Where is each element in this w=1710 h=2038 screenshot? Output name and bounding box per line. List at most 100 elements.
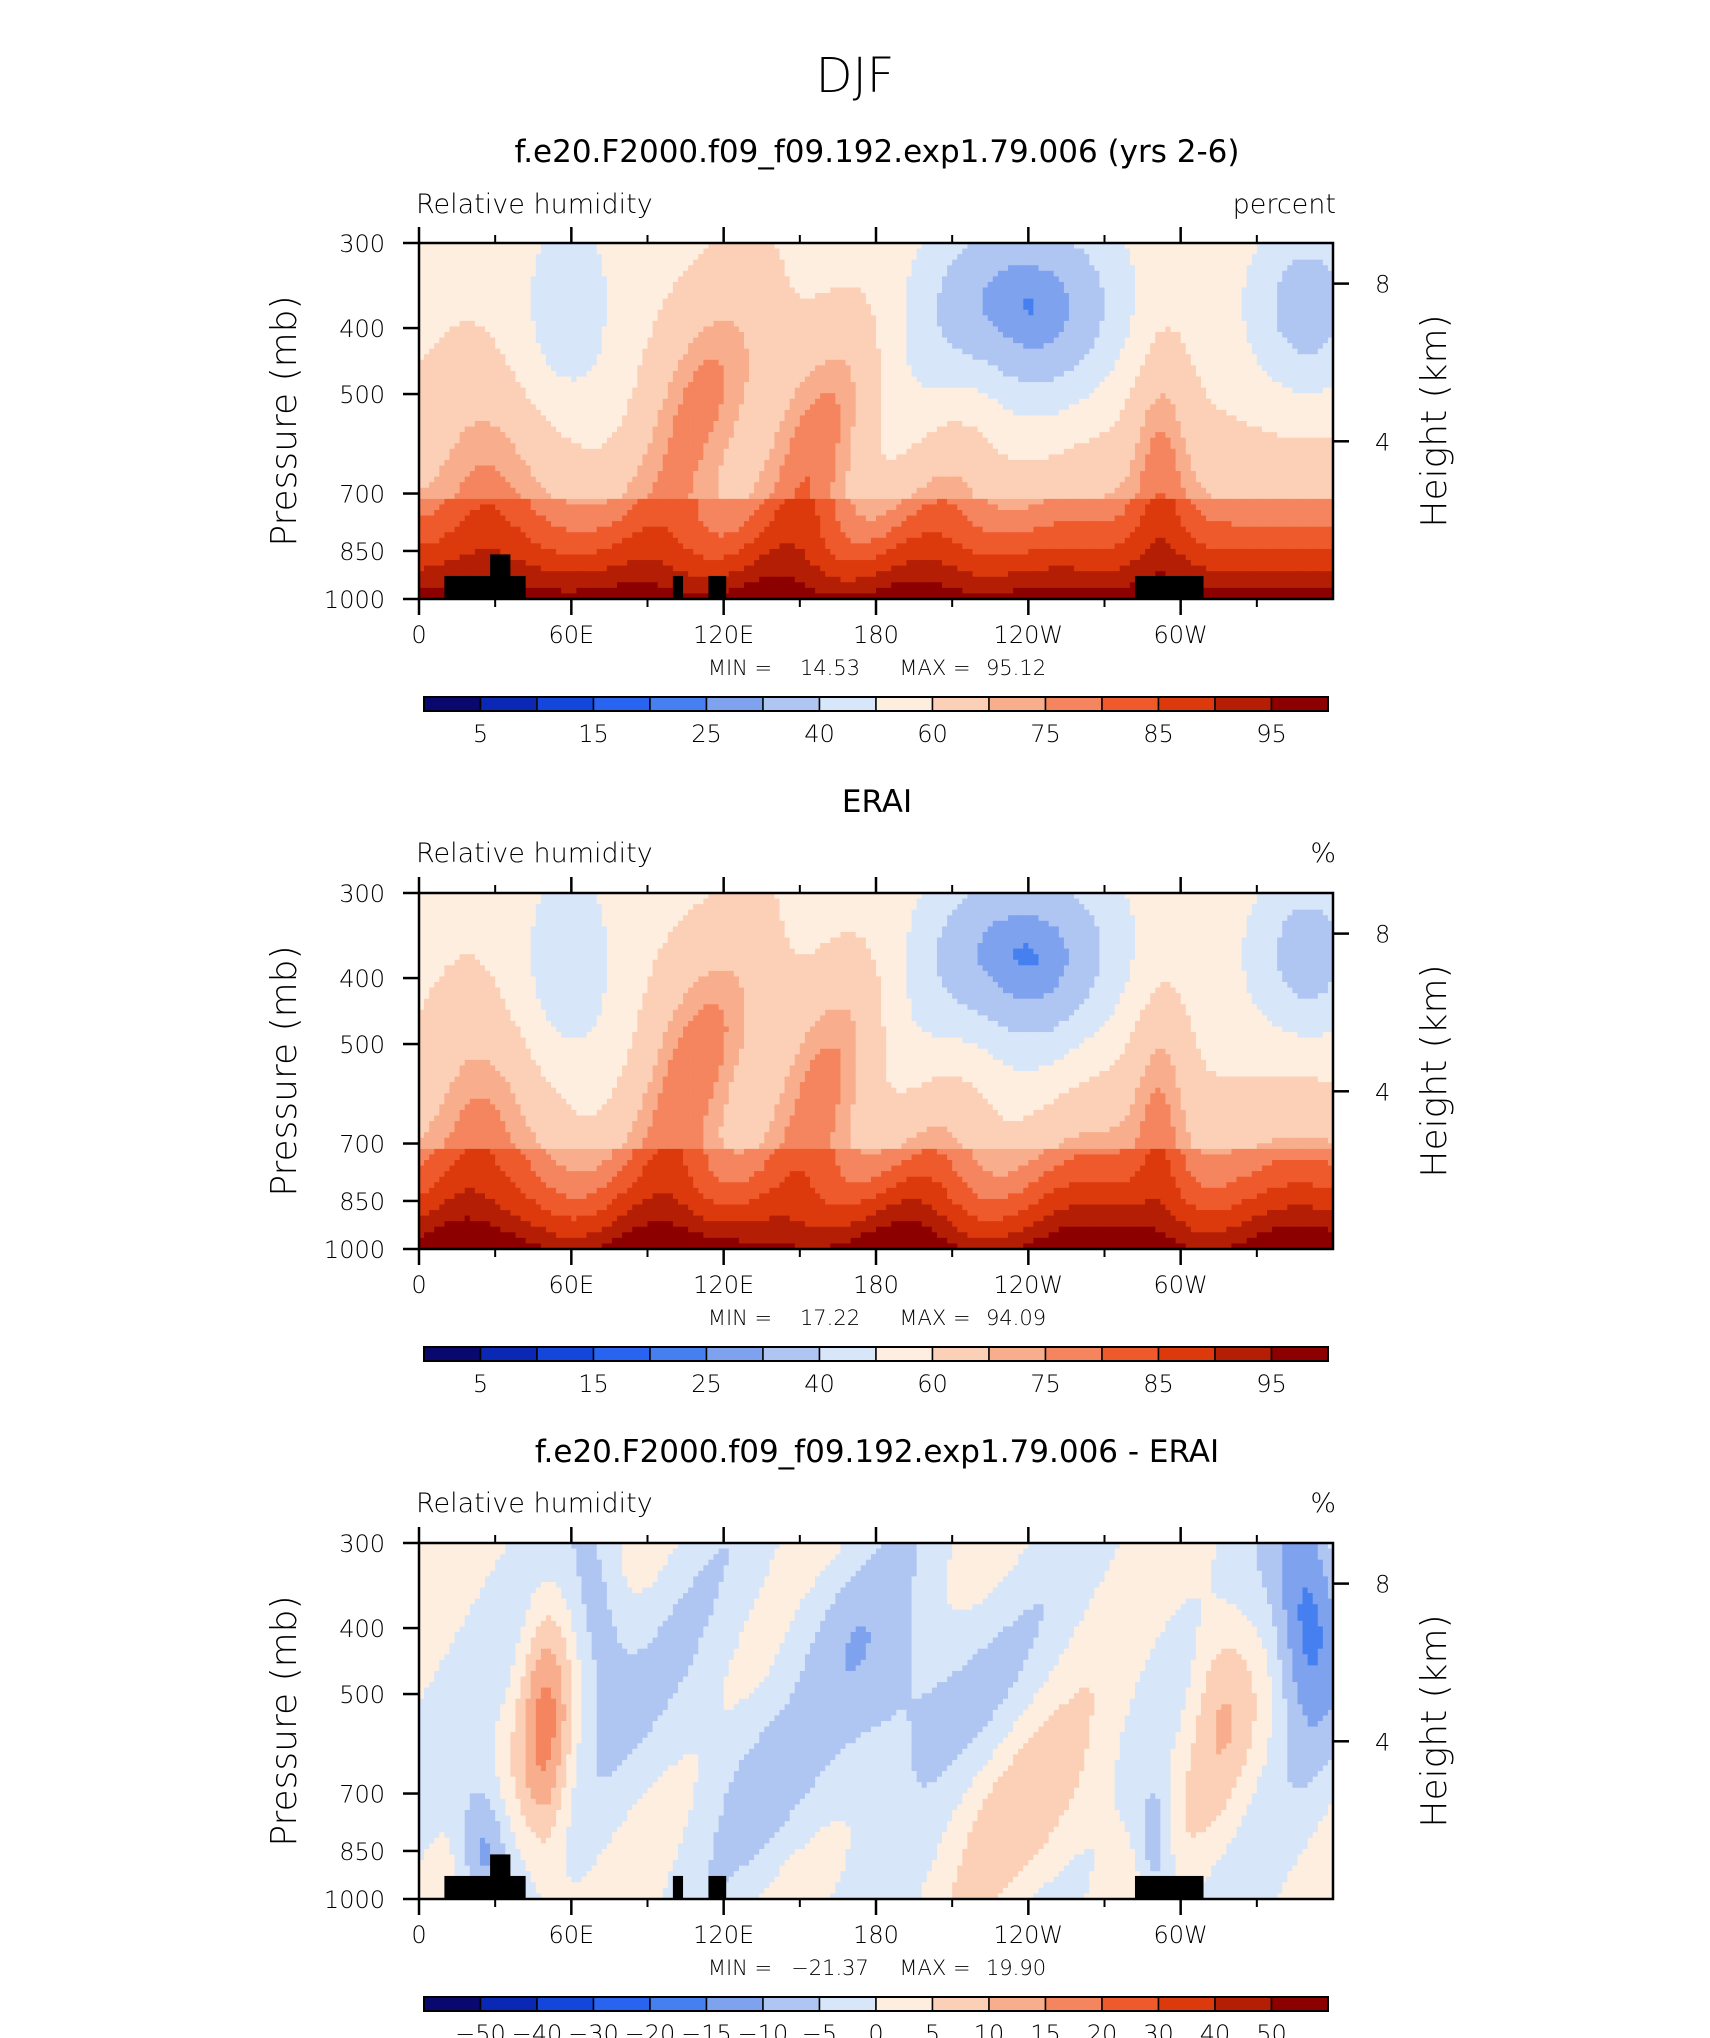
x-tick-label: 60E <box>548 1921 594 1949</box>
topography-block <box>672 575 684 599</box>
colorbar-box <box>1270 696 1329 712</box>
x-tick-label: 120W <box>994 621 1064 649</box>
topography-block <box>708 1875 727 1899</box>
colorbar-label: 25 <box>691 1370 722 1398</box>
colorbar-label: 15 <box>1030 2020 1061 2038</box>
colorbar-box <box>649 1346 708 1362</box>
colorbar-label: −15 <box>681 2020 732 2038</box>
colorbar-box <box>1157 1346 1216 1362</box>
colorbar-box <box>536 1996 595 2012</box>
colorbar-box <box>1044 696 1103 712</box>
y-tick-label: 700 <box>339 481 385 509</box>
colorbar-box <box>1157 1996 1216 2012</box>
colorbar-label: 95 <box>1256 1370 1287 1398</box>
colorbar-label: 30 <box>1143 2020 1174 2038</box>
x-tick-label: 60W <box>1154 1271 1208 1299</box>
topography-block <box>490 554 511 599</box>
right-label: percent <box>1233 189 1336 220</box>
panel-title: f.e20.F2000.f09_f09.192.exp1.79.006 (yrs… <box>515 134 1240 170</box>
min-value: 14.53 <box>800 656 860 680</box>
colorbar-label: 60 <box>917 1370 948 1398</box>
y-tick-label: 850 <box>339 538 385 566</box>
colorbar-box <box>875 696 934 712</box>
colorbar-label: 0 <box>868 2020 883 2038</box>
y-tick-label: 400 <box>339 965 385 993</box>
colorbar-box <box>423 1346 482 1362</box>
max-value: 95.12 <box>986 656 1046 680</box>
y-tick-label: 700 <box>339 1781 385 1809</box>
colorbar-box <box>988 696 1047 712</box>
x-tick-label: 60E <box>548 1271 594 1299</box>
x-tick-label: 180 <box>853 621 899 649</box>
height-tick-label: 4 <box>1375 428 1390 456</box>
topography-block <box>708 575 727 599</box>
x-tick-label: 0 <box>411 1921 426 1949</box>
colorbar-label: 50 <box>1256 2020 1287 2038</box>
colorbar-label: 95 <box>1256 720 1287 748</box>
colorbar-box <box>592 1346 651 1362</box>
colorbar-box <box>1044 1996 1103 2012</box>
colorbar-box <box>479 1346 538 1362</box>
colorbar-label: −5 <box>802 2020 837 2038</box>
height-tick-label: 8 <box>1375 271 1390 299</box>
colorbar-label: −40 <box>512 2020 563 2038</box>
colorbar-box <box>479 696 538 712</box>
y-tick-label: 300 <box>339 230 385 258</box>
max-label: MAX = <box>899 1956 970 1980</box>
contour-field <box>419 893 1334 1250</box>
left-label: Relative humidity <box>416 189 653 220</box>
y-tick-label: 300 <box>339 1530 385 1558</box>
colorbar-box <box>875 1996 934 2012</box>
colorbar-label: 85 <box>1143 720 1174 748</box>
topography-block <box>490 1854 511 1899</box>
y-tick-label: 500 <box>339 1681 385 1709</box>
right-label: % <box>1310 1488 1336 1519</box>
left-label: Relative humidity <box>416 1488 653 1519</box>
y-tick-label: 400 <box>339 315 385 343</box>
colorbar-box <box>705 1996 764 2012</box>
max-value: 94.09 <box>986 1306 1046 1330</box>
colorbar-box <box>931 1996 990 2012</box>
colorbar-box <box>1101 1346 1160 1362</box>
colorbar-label: 5 <box>473 1370 488 1398</box>
colorbar-box <box>818 1996 877 2012</box>
colorbar-label: 25 <box>691 720 722 748</box>
colorbar-box <box>1101 696 1160 712</box>
colorbar-box <box>1101 1996 1160 2012</box>
x-tick-label: 120E <box>693 621 754 649</box>
colorbar-box <box>649 1996 708 2012</box>
topography-block <box>672 1875 684 1899</box>
colorbar-box <box>1214 1996 1273 2012</box>
y-tick-label: 850 <box>339 1838 385 1866</box>
colorbar-box <box>988 1996 1047 2012</box>
colorbar-box <box>705 696 764 712</box>
colorbar-box <box>649 696 708 712</box>
x-tick-label: 120E <box>693 1271 754 1299</box>
colorbar-label: 60 <box>917 720 948 748</box>
max-label: MAX = <box>899 656 970 680</box>
colorbar-box <box>705 1346 764 1362</box>
colorbar-box <box>931 696 990 712</box>
colorbar-label: 20 <box>1087 2020 1118 2038</box>
x-tick-label: 60W <box>1154 1921 1208 1949</box>
colorbar-box <box>762 1346 821 1362</box>
colorbar-label: −30 <box>568 2020 619 2038</box>
colorbar-box <box>423 1996 482 2012</box>
x-tick-label: 180 <box>853 1271 899 1299</box>
colorbar-box <box>1270 1996 1329 2012</box>
min-value: −21.37 <box>791 1956 869 1980</box>
min-label: MIN = <box>708 1306 772 1330</box>
y-axis-label-right: Height (km) <box>1414 1614 1455 1827</box>
panel-title: f.e20.F2000.f09_f09.192.exp1.79.006 - ER… <box>535 1434 1219 1470</box>
colorbar-frame <box>423 1346 1329 1362</box>
colorbar-box <box>875 1346 934 1362</box>
colorbar-label: −20 <box>625 2020 676 2038</box>
colorbar-box <box>1214 696 1273 712</box>
colorbar-box <box>479 1996 538 2012</box>
colorbar-label: 40 <box>804 720 835 748</box>
colorbar-label: 75 <box>1030 1370 1061 1398</box>
colorbar-label: 5 <box>925 2020 940 2038</box>
topography-block <box>444 1875 526 1899</box>
page-title: DJF <box>816 48 895 104</box>
